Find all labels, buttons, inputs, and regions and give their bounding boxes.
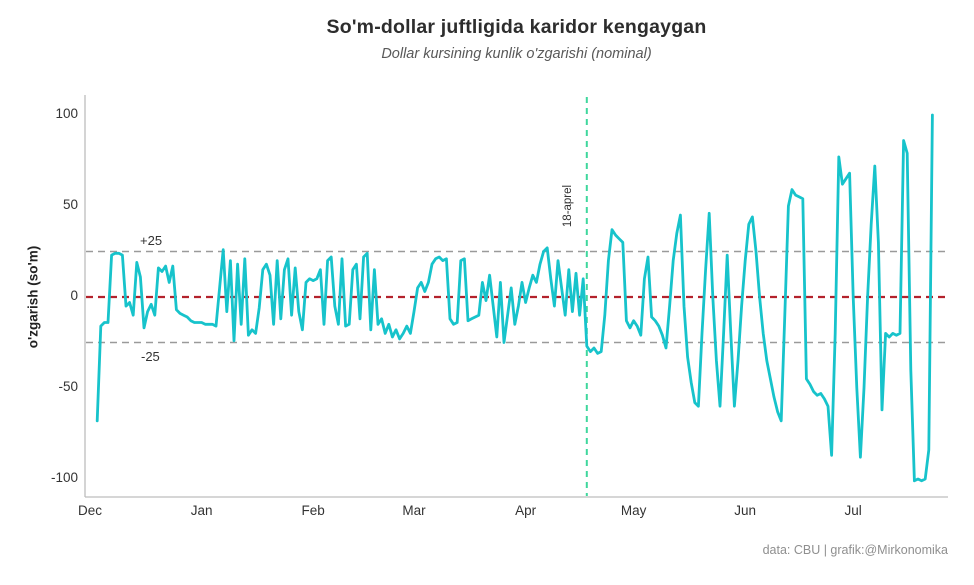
x-tick-label: Apr: [515, 503, 537, 518]
y-tick-label: 50: [62, 197, 78, 212]
x-tick-label: May: [620, 503, 647, 518]
event-line-label: 18-aprel: [562, 184, 574, 228]
data-line: [95, 113, 934, 483]
lower-band-label: -25: [141, 349, 160, 364]
y-tick-label: 100: [55, 106, 78, 121]
y-tick-label: -50: [58, 379, 78, 394]
x-tick-label: Jan: [190, 503, 213, 518]
y-tick-label: -100: [50, 470, 78, 485]
x-tick-label: Dec: [77, 503, 102, 518]
source-caption: data: CBU | grafik:@Mirkonomika: [762, 543, 948, 557]
y-tick-label: 0: [70, 288, 78, 303]
page-title: So'm-dollar juftligida karidor kengaygan: [326, 16, 707, 38]
upper-band-label: +25: [140, 233, 163, 248]
chart-subtitle: Dollar kursining kunlik o'zgarishi (nomi…: [381, 46, 652, 62]
x-tick-label: Jul: [844, 503, 862, 518]
x-tick-label: Jun: [734, 503, 757, 518]
x-tick-label: Feb: [301, 503, 325, 518]
x-tick-label: Mar: [402, 503, 426, 518]
